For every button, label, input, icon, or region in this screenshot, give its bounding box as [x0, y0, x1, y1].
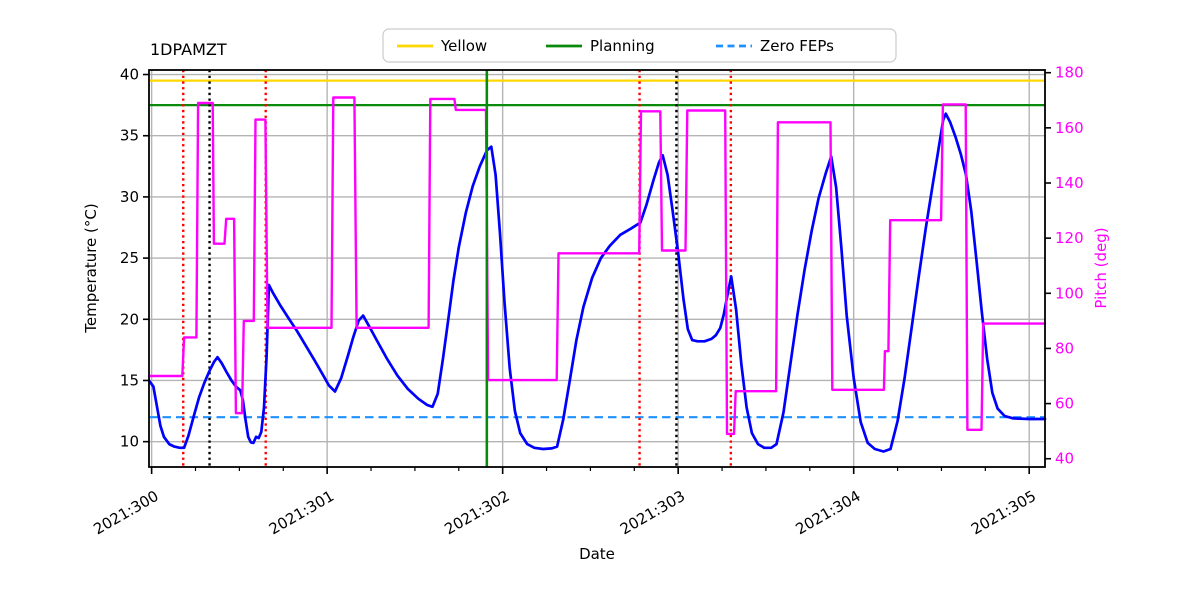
y-right-tick-label: 160	[1055, 119, 1084, 137]
axes-and-ticks: 2021:300 2021:301 2021:302 2021:303 2021:304…	[90, 64, 1083, 539]
pitch-series	[147, 96, 1047, 436]
y-left-tick-label: 25	[120, 249, 139, 267]
chart-title: 1DPAMZT	[150, 40, 227, 59]
legend-label: Yellow	[440, 37, 487, 55]
y-left-tick-label: 35	[120, 127, 139, 145]
y-left-tick-label: 30	[120, 188, 139, 206]
legend: Yellow Planning Zero FEPs	[382, 28, 897, 63]
limit-lines	[149, 79, 1045, 419]
y-right-axis-label: Pitch (deg)	[1092, 227, 1110, 308]
temperature-series	[147, 112, 1047, 453]
x-axis-label: Date	[579, 545, 615, 563]
y-right-tick-label: 120	[1055, 229, 1084, 247]
y-left-tick-label: 20	[120, 310, 139, 328]
x-tick-label: 2021:305	[968, 487, 1039, 539]
x-tick-label: 2021:302	[441, 487, 512, 539]
legend-frame	[382, 28, 897, 63]
y-left-axis-label: Temperature (°C)	[82, 203, 100, 333]
data-series	[147, 70, 1047, 467]
x-tick-label: 2021:304	[792, 487, 863, 539]
legend-label: Zero FEPs	[760, 37, 834, 55]
plot-border	[148, 69, 1046, 468]
y-right-tick-label: 80	[1055, 339, 1074, 357]
y-right-tick-label: 100	[1055, 284, 1084, 302]
y-right-tick-label: 140	[1055, 174, 1084, 192]
x-tick-label: 2021:301	[266, 487, 337, 539]
y-right-tick-label: 180	[1055, 64, 1084, 82]
y-left-tick-label: 10	[120, 433, 139, 451]
y-left-tick-label: 15	[120, 371, 139, 389]
gridlines	[149, 70, 1045, 467]
x-tick-label: 2021:303	[617, 487, 688, 539]
legend-label: Planning	[590, 37, 655, 55]
y-right-tick-label: 40	[1055, 450, 1074, 468]
y-right-tick-label: 60	[1055, 395, 1074, 413]
y-left-tick-label: 40	[120, 66, 139, 84]
x-tick-label: 2021:300	[90, 487, 161, 539]
